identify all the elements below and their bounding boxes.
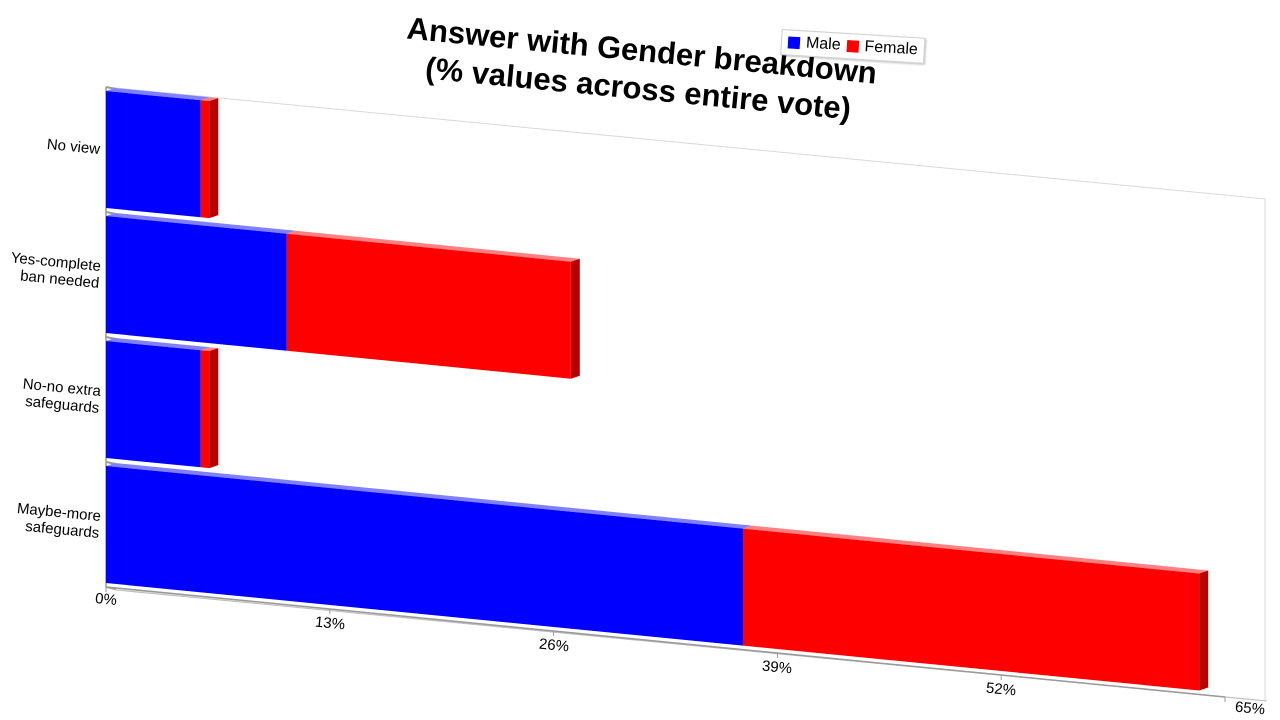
bar-female-3 — [200, 350, 210, 469]
bar-male-1 — [106, 91, 201, 218]
category-separator — [105, 586, 117, 590]
bar-top-male-2 — [106, 213, 296, 234]
bar-top-male-4 — [106, 463, 752, 529]
bar-top-male-1 — [106, 88, 210, 101]
bar-top-female-2 — [286, 230, 580, 262]
legend-item-female: Female — [846, 37, 918, 59]
legend-swatch-male — [787, 36, 801, 50]
bar-male-4 — [106, 466, 743, 646]
legend-swatch-female — [846, 40, 859, 53]
bar-female-4 — [742, 528, 1200, 691]
bar-female-1 — [200, 100, 210, 219]
bar-end-2 — [570, 258, 580, 379]
bar-top-female-3 — [200, 347, 219, 352]
bar-top-female-4 — [742, 525, 1209, 574]
bar-end-3 — [209, 348, 219, 469]
bar-male-2 — [106, 216, 287, 351]
bar-male-3 — [106, 341, 201, 468]
bar-end-1 — [209, 98, 219, 219]
legend-label-male: Male — [805, 34, 842, 54]
legend-item-male: Male — [787, 33, 841, 54]
bar-end-4 — [1199, 570, 1209, 691]
legend-label-female: Female — [864, 38, 919, 59]
x-axis-line — [105, 586, 1226, 698]
bar-female-2 — [286, 233, 571, 379]
bar-top-female-1 — [200, 97, 219, 102]
bar-top-male-3 — [106, 338, 210, 351]
